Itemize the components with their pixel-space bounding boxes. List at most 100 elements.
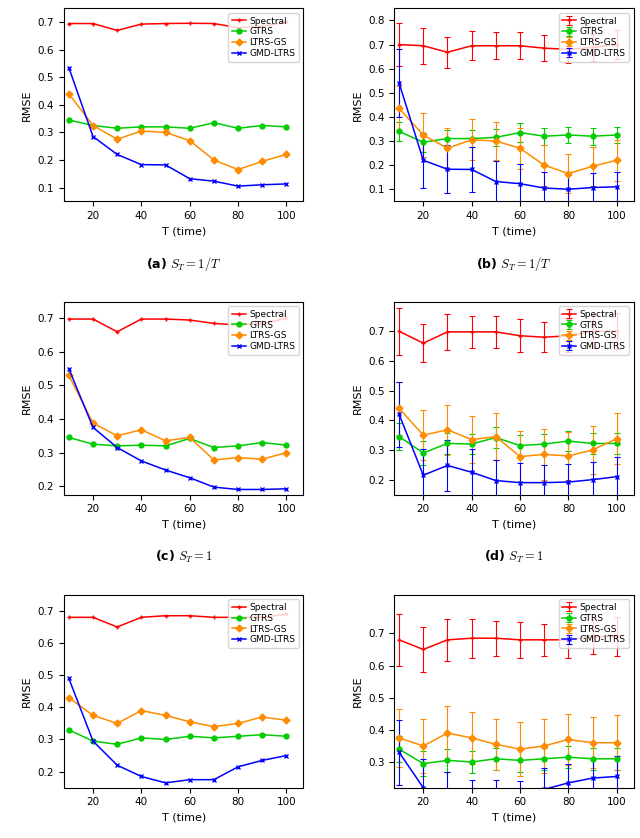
X-axis label: T (time): T (time): [161, 520, 206, 530]
LTRS-GS: [259, 454, 266, 464]
Legend: Spectral, GTRS, LTRS-GS, GMD-LTRS: Spectral, GTRS, LTRS-GS, GMD-LTRS: [228, 13, 299, 61]
LTRS-GS: [65, 370, 73, 380]
GTRS: [186, 123, 193, 133]
GTRS: [283, 122, 291, 132]
GMD-LTRS: [162, 160, 170, 170]
GMD-LTRS: [138, 772, 145, 782]
Spectral: [89, 18, 97, 28]
LTRS-GS: [89, 121, 97, 131]
Line: Spectral: Spectral: [67, 316, 289, 334]
GTRS: [234, 441, 242, 451]
LTRS-GS: [162, 711, 170, 721]
GTRS: [138, 733, 145, 743]
GTRS: [259, 437, 266, 447]
GMD-LTRS: [186, 473, 193, 483]
Y-axis label: RMSE: RMSE: [22, 89, 32, 121]
Line: GTRS: GTRS: [67, 727, 289, 747]
Spectral: [162, 18, 170, 28]
Spectral: [234, 23, 242, 33]
Legend: Spectral, GTRS, LTRS-GS, GMD-LTRS: Spectral, GTRS, LTRS-GS, GMD-LTRS: [228, 306, 299, 354]
GMD-LTRS: [210, 774, 218, 784]
LTRS-GS: [89, 418, 97, 428]
GTRS: [259, 730, 266, 740]
GTRS: [210, 117, 218, 127]
GTRS: [89, 439, 97, 449]
Spectral: [65, 18, 73, 28]
Text: (d) $S_T = 1$: (d) $S_T = 1$: [484, 549, 544, 565]
Spectral: [210, 318, 218, 328]
LTRS-GS: [234, 453, 242, 463]
GTRS: [259, 121, 266, 131]
GMD-LTRS: [259, 484, 266, 494]
GMD-LTRS: [113, 149, 121, 159]
GTRS: [162, 441, 170, 451]
Y-axis label: RMSE: RMSE: [353, 89, 362, 121]
GMD-LTRS: [186, 774, 193, 784]
GMD-LTRS: [89, 132, 97, 142]
Spectral: [259, 613, 266, 623]
GTRS: [162, 122, 170, 132]
GTRS: [65, 432, 73, 442]
GMD-LTRS: [234, 181, 242, 191]
GTRS: [186, 732, 193, 742]
GMD-LTRS: [65, 364, 73, 374]
GMD-LTRS: [65, 63, 73, 73]
LTRS-GS: [186, 136, 193, 146]
LTRS-GS: [234, 164, 242, 174]
GTRS: [162, 734, 170, 744]
GTRS: [138, 440, 145, 450]
Spectral: [113, 25, 121, 35]
Spectral: [138, 314, 145, 324]
Legend: Spectral, GTRS, LTRS-GS, GMD-LTRS: Spectral, GTRS, LTRS-GS, GMD-LTRS: [228, 599, 299, 648]
Spectral: [234, 613, 242, 623]
LTRS-GS: [65, 693, 73, 703]
Legend: Spectral, GTRS, LTRS-GS, GMD-LTRS: Spectral, GTRS, LTRS-GS, GMD-LTRS: [559, 599, 629, 648]
LTRS-GS: [259, 157, 266, 167]
Spectral: [283, 17, 291, 27]
GTRS: [234, 123, 242, 133]
Spectral: [259, 21, 266, 31]
Spectral: [65, 314, 73, 324]
X-axis label: T (time): T (time): [161, 226, 206, 236]
Spectral: [162, 611, 170, 621]
Spectral: [234, 320, 242, 330]
GMD-LTRS: [210, 176, 218, 186]
LTRS-GS: [210, 155, 218, 165]
GMD-LTRS: [283, 751, 291, 761]
LTRS-GS: [113, 718, 121, 728]
Line: LTRS-GS: LTRS-GS: [67, 373, 289, 463]
Spectral: [65, 613, 73, 623]
GTRS: [138, 122, 145, 132]
LTRS-GS: [65, 89, 73, 99]
GMD-LTRS: [162, 778, 170, 788]
GTRS: [210, 733, 218, 743]
GTRS: [113, 123, 121, 133]
GMD-LTRS: [234, 484, 242, 494]
GTRS: [283, 732, 291, 742]
GMD-LTRS: [234, 762, 242, 772]
LTRS-GS: [138, 126, 145, 136]
GMD-LTRS: [89, 736, 97, 746]
GTRS: [113, 441, 121, 451]
GMD-LTRS: [138, 456, 145, 466]
LTRS-GS: [210, 722, 218, 732]
Spectral: [283, 313, 291, 323]
Legend: Spectral, GTRS, LTRS-GS, GMD-LTRS: Spectral, GTRS, LTRS-GS, GMD-LTRS: [559, 306, 629, 354]
X-axis label: T (time): T (time): [492, 813, 536, 823]
Line: GMD-LTRS: GMD-LTRS: [67, 366, 289, 492]
GMD-LTRS: [138, 159, 145, 169]
Line: Spectral: Spectral: [67, 20, 289, 33]
LTRS-GS: [89, 711, 97, 721]
GMD-LTRS: [186, 173, 193, 184]
GMD-LTRS: [89, 422, 97, 432]
LTRS-GS: [186, 432, 193, 442]
X-axis label: T (time): T (time): [161, 813, 206, 823]
GTRS: [234, 732, 242, 742]
LTRS-GS: [234, 718, 242, 728]
Line: GTRS: GTRS: [67, 117, 289, 131]
GTRS: [65, 725, 73, 735]
GTRS: [210, 442, 218, 453]
Y-axis label: RMSE: RMSE: [353, 382, 362, 414]
Legend: Spectral, GTRS, LTRS-GS, GMD-LTRS: Spectral, GTRS, LTRS-GS, GMD-LTRS: [559, 13, 629, 61]
Spectral: [186, 18, 193, 28]
